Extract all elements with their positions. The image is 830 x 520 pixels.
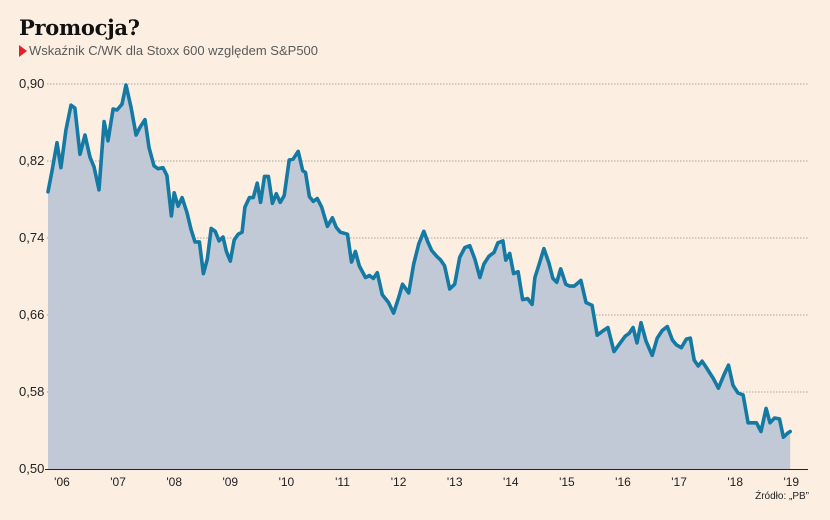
triangle-marker-icon [19,44,27,57]
x-tick-label: '14 [503,475,519,489]
y-tick-label: 0,50 [19,461,44,476]
y-axis-ticks: 0,90 0,82 0,74 0,66 0,58 0,50 [19,76,44,476]
x-tick-label: '11 [335,475,350,489]
x-tick-label: '06 [54,475,70,489]
chart-title: Promocja? [19,15,140,40]
area-fill [48,85,791,469]
x-tick-label: '19 [783,475,799,489]
y-tick-label: 0,66 [19,307,44,322]
x-tick-label: '15 [559,475,575,489]
x-tick-label: '12 [391,475,407,489]
x-tick-label: '10 [279,475,295,489]
x-tick-label: '09 [222,475,238,489]
x-tick-label: '13 [447,475,463,489]
y-tick-label: 0,58 [19,384,44,399]
subtitle-text: Wskaźnik C/WK dla Stoxx 600 względem S&P… [29,43,319,58]
y-tick-label: 0,82 [19,153,44,168]
series-line [46,83,792,439]
x-axis-ticks: '06 '07 '08 '09 '10 '11 '12 '13 '14 '15 '16 '17 '18 '… [54,475,799,489]
source-note: Źródło: „PB” [755,491,809,502]
y-tick-label: 0,90 [19,76,44,91]
x-tick-label: '08 [166,475,182,489]
y-tick-label: 0,74 [19,230,44,245]
x-tick-label: '18 [727,475,743,489]
x-tick-label: '07 [110,475,126,489]
chart-subtitle: Wskaźnik C/WK dla Stoxx 600 względem S&P… [19,43,318,58]
x-tick-label: '17 [671,475,687,489]
x-tick-label: '16 [615,475,631,489]
